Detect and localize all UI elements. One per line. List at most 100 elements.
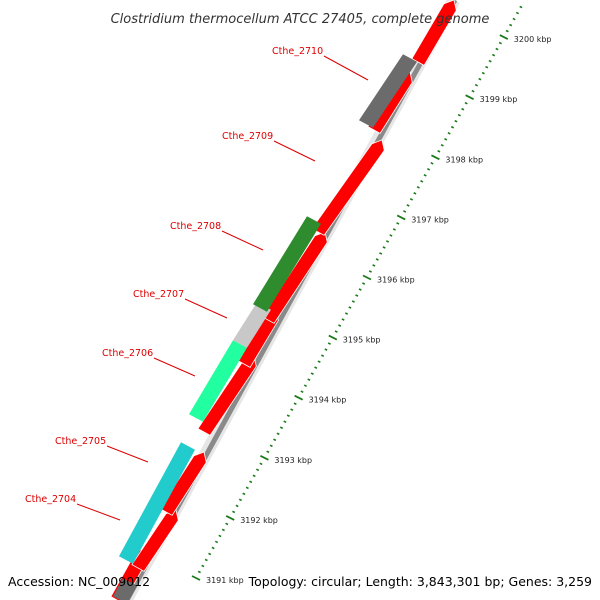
map-title: Clostridium thermocellum ATCC 27405, com… bbox=[111, 12, 490, 27]
minor-tick bbox=[437, 149, 441, 153]
major-tick bbox=[225, 515, 235, 521]
minor-tick bbox=[338, 324, 342, 327]
minor-tick bbox=[478, 77, 482, 81]
minor-tick bbox=[211, 546, 215, 550]
leader-line bbox=[153, 357, 196, 377]
minor-tick bbox=[245, 486, 249, 490]
minor-tick bbox=[259, 462, 263, 466]
leader-line bbox=[76, 503, 121, 521]
minor-tick bbox=[204, 558, 208, 562]
minor-tick bbox=[372, 264, 376, 267]
major-tick bbox=[465, 94, 475, 101]
minor-tick bbox=[266, 450, 270, 454]
minor-tick bbox=[396, 222, 400, 225]
cds-arrow bbox=[261, 231, 328, 324]
gene-label-cthe-2705: Cthe_2705 bbox=[55, 436, 106, 447]
minor-tick bbox=[334, 330, 338, 333]
minor-tick bbox=[498, 41, 502, 45]
minor-tick bbox=[474, 83, 478, 87]
minor-tick bbox=[293, 402, 297, 406]
minor-tick bbox=[290, 408, 294, 412]
minor-tick bbox=[385, 240, 390, 243]
minor-tick bbox=[509, 23, 513, 27]
minor-tick bbox=[420, 180, 424, 183]
minor-tick bbox=[225, 522, 229, 526]
minor-tick bbox=[279, 426, 284, 430]
minor-tick bbox=[457, 113, 461, 117]
minor-tick bbox=[197, 570, 201, 574]
minor-tick bbox=[454, 119, 458, 123]
minor-tick bbox=[409, 198, 414, 201]
major-tick bbox=[259, 454, 269, 461]
minor-tick bbox=[488, 59, 492, 63]
cds-arrow bbox=[411, 0, 457, 66]
minor-tick bbox=[320, 354, 325, 357]
minor-tick bbox=[505, 29, 509, 33]
tick-label: 3194 kbp bbox=[309, 396, 347, 405]
minor-tick bbox=[423, 174, 427, 177]
minor-tick bbox=[362, 282, 366, 285]
cds-arrow bbox=[197, 355, 257, 436]
minor-tick bbox=[358, 288, 362, 291]
tick-label: 3198 kbp bbox=[445, 155, 483, 164]
gene-label-cthe-2707: Cthe_2707 bbox=[133, 289, 184, 300]
minor-tick bbox=[300, 390, 304, 394]
minor-tick bbox=[515, 11, 520, 15]
minor-tick bbox=[341, 318, 345, 321]
minor-tick bbox=[495, 47, 499, 51]
minor-tick bbox=[310, 372, 314, 375]
minor-tick bbox=[303, 384, 307, 387]
tick-label: 3196 kbp bbox=[377, 276, 415, 285]
scale-ticks: 3191 kbp 3192 kbp 3193 kbp 3194 kbp 3195 kbp… bbox=[191, 5, 552, 585]
minor-tick bbox=[276, 432, 280, 436]
minor-tick bbox=[491, 53, 496, 57]
feature-block-cthe-2706 bbox=[189, 340, 247, 422]
tick-label: 3197 kbp bbox=[411, 215, 449, 224]
gene-label-cthe-2709: Cthe_2709 bbox=[222, 131, 273, 142]
minor-tick bbox=[252, 474, 256, 478]
minor-tick bbox=[208, 552, 212, 556]
major-tick bbox=[362, 274, 372, 281]
leader-line bbox=[273, 140, 316, 162]
minor-tick bbox=[413, 192, 417, 195]
feature-block-cthe-2708 bbox=[253, 216, 321, 312]
minor-tick bbox=[481, 71, 485, 75]
minor-tick bbox=[368, 270, 372, 273]
minor-tick bbox=[450, 125, 455, 129]
minor-tick bbox=[314, 366, 318, 369]
gene-label-cthe-2710: Cthe_2710 bbox=[272, 46, 323, 57]
tick-label: 3193 kbp bbox=[274, 456, 312, 465]
cds-arrow bbox=[311, 139, 385, 236]
tick-label: 3200 kbp bbox=[514, 35, 552, 44]
minor-tick bbox=[379, 252, 383, 255]
major-tick bbox=[430, 154, 440, 161]
minor-tick bbox=[286, 414, 290, 418]
minor-tick bbox=[273, 438, 277, 442]
minor-tick bbox=[485, 65, 489, 69]
feature-track bbox=[113, 54, 417, 600]
leader-line bbox=[221, 230, 264, 251]
major-tick bbox=[396, 214, 406, 221]
minor-tick bbox=[382, 246, 386, 249]
tick-label: 3192 kbp bbox=[240, 516, 278, 525]
minor-tick bbox=[201, 564, 205, 568]
minor-tick bbox=[392, 228, 396, 231]
cds-track bbox=[110, 0, 457, 600]
leader-line bbox=[323, 55, 369, 81]
cds-arrow bbox=[159, 451, 207, 516]
minor-tick bbox=[375, 258, 379, 261]
minor-tick bbox=[461, 107, 465, 111]
minor-tick bbox=[218, 534, 222, 538]
feature-block-cthe-2705 bbox=[119, 442, 195, 564]
tick-label: 3195 kbp bbox=[343, 336, 381, 345]
gene-label-cthe-2706: Cthe_2706 bbox=[102, 348, 153, 359]
tick-label: 3199 kbp bbox=[480, 95, 518, 104]
leader-line bbox=[184, 298, 228, 319]
minor-tick bbox=[256, 468, 260, 472]
major-tick bbox=[328, 334, 338, 341]
minor-tick bbox=[307, 378, 311, 381]
minor-tick bbox=[403, 210, 407, 213]
minor-tick bbox=[283, 420, 287, 424]
feature-block-cthe-2707 bbox=[233, 302, 271, 348]
feature-block-cthe-2710 bbox=[359, 54, 417, 128]
